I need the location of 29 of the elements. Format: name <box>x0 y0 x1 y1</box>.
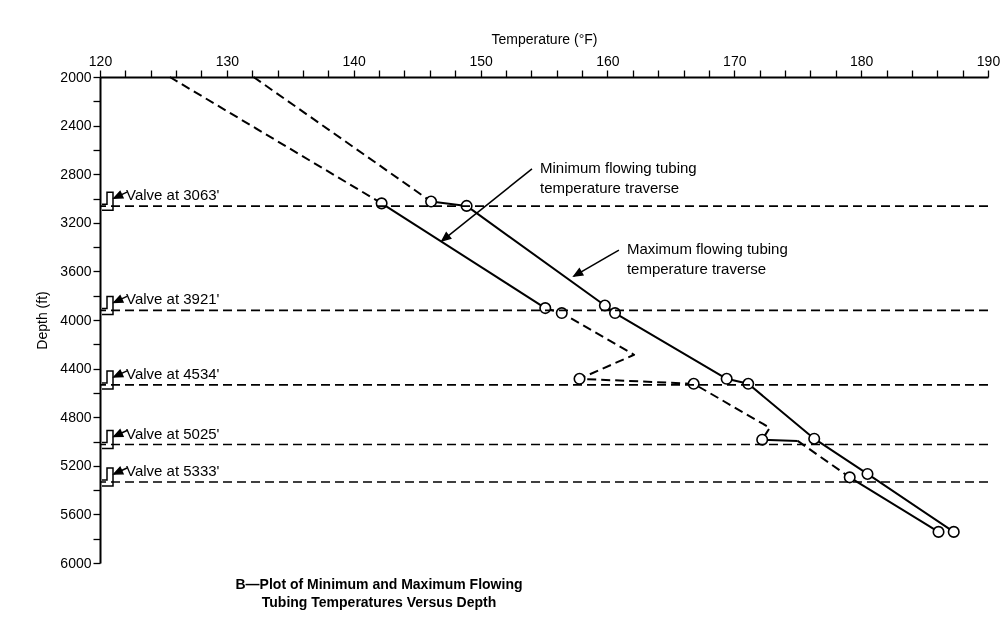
x-axis-title: Temperature (°F) <box>491 30 598 47</box>
y-tick-label: 2800 <box>60 165 92 182</box>
x-tick-label: 140 <box>342 52 367 69</box>
x-tick-label: 130 <box>215 52 240 69</box>
y-tick-label: 2000 <box>60 68 92 85</box>
x-tick-label: 160 <box>596 52 620 69</box>
annotation: Minimum flowing tubing temperature traverse <box>539 158 697 196</box>
ref-line-label: Valve at 4534' <box>126 364 220 382</box>
annotation: Maximum flowing tubing temperature traverse <box>626 240 788 278</box>
y-tick-label: 3600 <box>60 262 92 279</box>
x-tick-label: 190 <box>976 52 1001 69</box>
y-tick-label: 4400 <box>60 360 92 377</box>
x-tick-label: 120 <box>88 52 113 69</box>
ref-line-label: Valve at 5333' <box>126 461 220 479</box>
x-tick-label: 150 <box>469 52 493 69</box>
x-tick-label: 170 <box>723 52 747 69</box>
y-tick-label: 4800 <box>60 408 92 425</box>
y-tick-label: 6000 <box>60 554 92 571</box>
x-tick-label: 180 <box>849 52 874 69</box>
y-tick-label: 3200 <box>60 214 92 231</box>
ref-line-label: Valve at 3921' <box>126 290 220 308</box>
y-tick-label: 5200 <box>60 457 92 474</box>
ref-line-label: Valve at 3063' <box>126 186 220 204</box>
y-tick-label: 5600 <box>60 505 92 522</box>
text: B—Plot of Minimum and Maximum Flowing Tubing Temperatures Versus Depth <box>235 576 523 610</box>
ref-line-label: Valve at 5025' <box>126 424 220 442</box>
y-tick-label: 4000 <box>60 311 92 328</box>
y-axis-title: Depth (ft) <box>34 291 51 350</box>
y-tick-label: 2400 <box>60 117 92 134</box>
